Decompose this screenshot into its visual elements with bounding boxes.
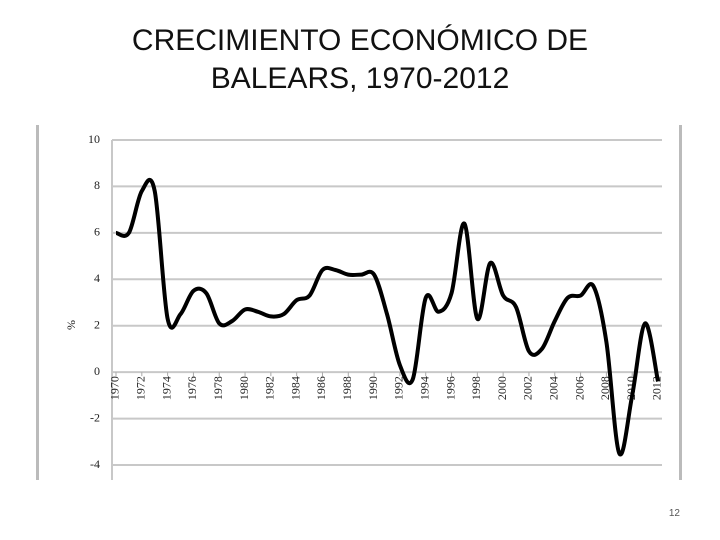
x-tick-label: 2000	[495, 376, 509, 400]
x-tick-label: 1982	[263, 376, 277, 400]
page-number: 12	[668, 508, 680, 519]
x-tick-label: 1994	[417, 376, 431, 400]
frame-right	[679, 125, 682, 480]
x-tick-label: 1974	[159, 376, 173, 400]
x-tick-label: 2004	[547, 376, 561, 400]
y-tick-label: 6	[94, 225, 100, 239]
x-tick-label: 1986	[314, 376, 328, 400]
x-tick-label: 1976	[185, 376, 199, 400]
y-tick-label: 4	[94, 271, 100, 285]
x-tick-label: 1998	[469, 376, 483, 400]
x-tick-label: 1990	[366, 376, 380, 400]
y-tick-label: 8	[94, 178, 100, 192]
y-tick-label: -4	[90, 457, 100, 471]
x-tick-label: 1972	[134, 376, 148, 400]
y-tick-label: 2	[94, 317, 100, 331]
y-tick-label: -2	[90, 410, 100, 424]
x-tick-label: 1980	[237, 376, 251, 400]
x-tick-label: 1996	[443, 376, 457, 400]
y-tick-label: 0	[94, 364, 100, 378]
y-tick-label: 10	[88, 132, 100, 146]
x-tick-label: 2002	[521, 376, 535, 400]
chart-title: CRECIMIENTO ECONÓMICO DE BALEARS, 1970-2…	[131, 24, 589, 95]
x-tick-label: 1978	[211, 376, 225, 400]
x-tick-label: 2006	[572, 376, 586, 400]
x-tick-label: 2008	[598, 376, 612, 400]
x-tick-label: 1984	[288, 376, 302, 400]
data-line	[115, 177, 660, 457]
x-tick-label: 2012	[650, 376, 664, 400]
x-tick-label: 1970	[108, 376, 122, 400]
x-tick-label: 1988	[340, 376, 354, 400]
y-axis-label: %	[64, 320, 78, 330]
frame-left	[36, 125, 39, 480]
x-tick-label: 1992	[392, 376, 406, 400]
